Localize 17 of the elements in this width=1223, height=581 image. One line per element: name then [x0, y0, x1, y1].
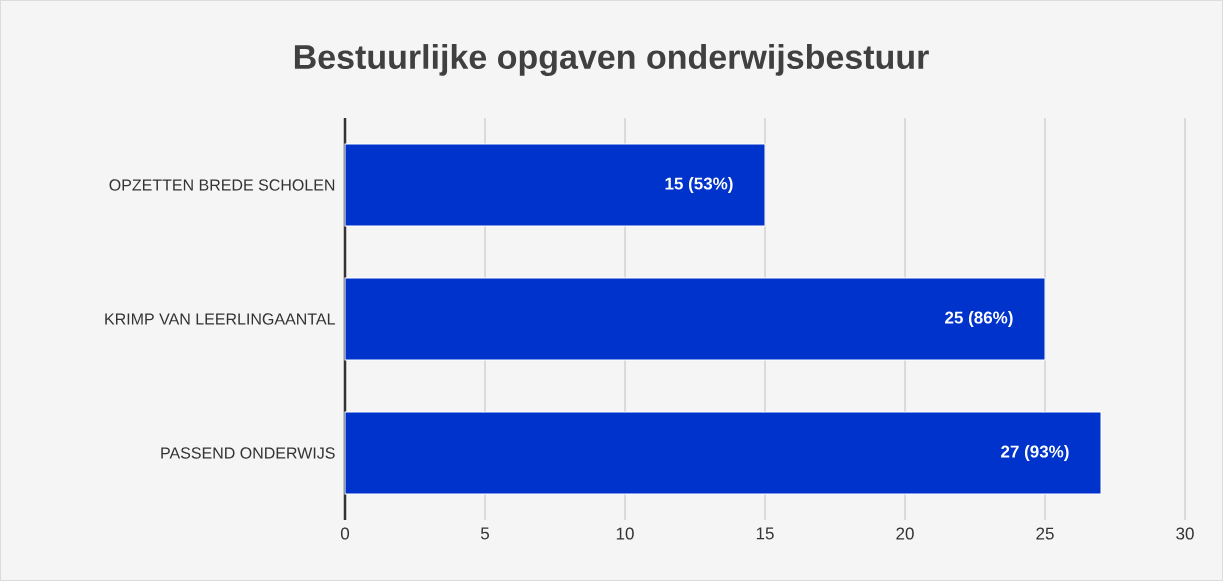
x-tick-label: 0	[340, 527, 350, 540]
y-tick-label: OPZETTEN BREDE SCHOLEN	[109, 179, 335, 191]
y-tick-label: KRIMP VAN LEERLINGAANTAL	[105, 313, 335, 325]
data-label: 15 (53%)	[665, 177, 733, 193]
x-tick-label: 5	[480, 527, 490, 540]
bar	[344, 277, 1046, 361]
x-tick-label: 20	[896, 527, 914, 540]
x-tick-label: 25	[1036, 527, 1054, 540]
x-tick-label: 15	[756, 527, 774, 540]
data-label: 25 (86%)	[945, 311, 1013, 327]
data-label: 27 (93%)	[1001, 445, 1069, 461]
chart-title: Bestuurlijke opgaven onderwijsbestuur	[294, 44, 929, 76]
bar	[344, 143, 766, 227]
bar	[344, 411, 1102, 495]
x-tick-label: 30	[1176, 527, 1194, 540]
x-tick-label: 10	[616, 527, 634, 540]
y-tick-label: PASSEND ONDERWIJS	[161, 447, 335, 459]
